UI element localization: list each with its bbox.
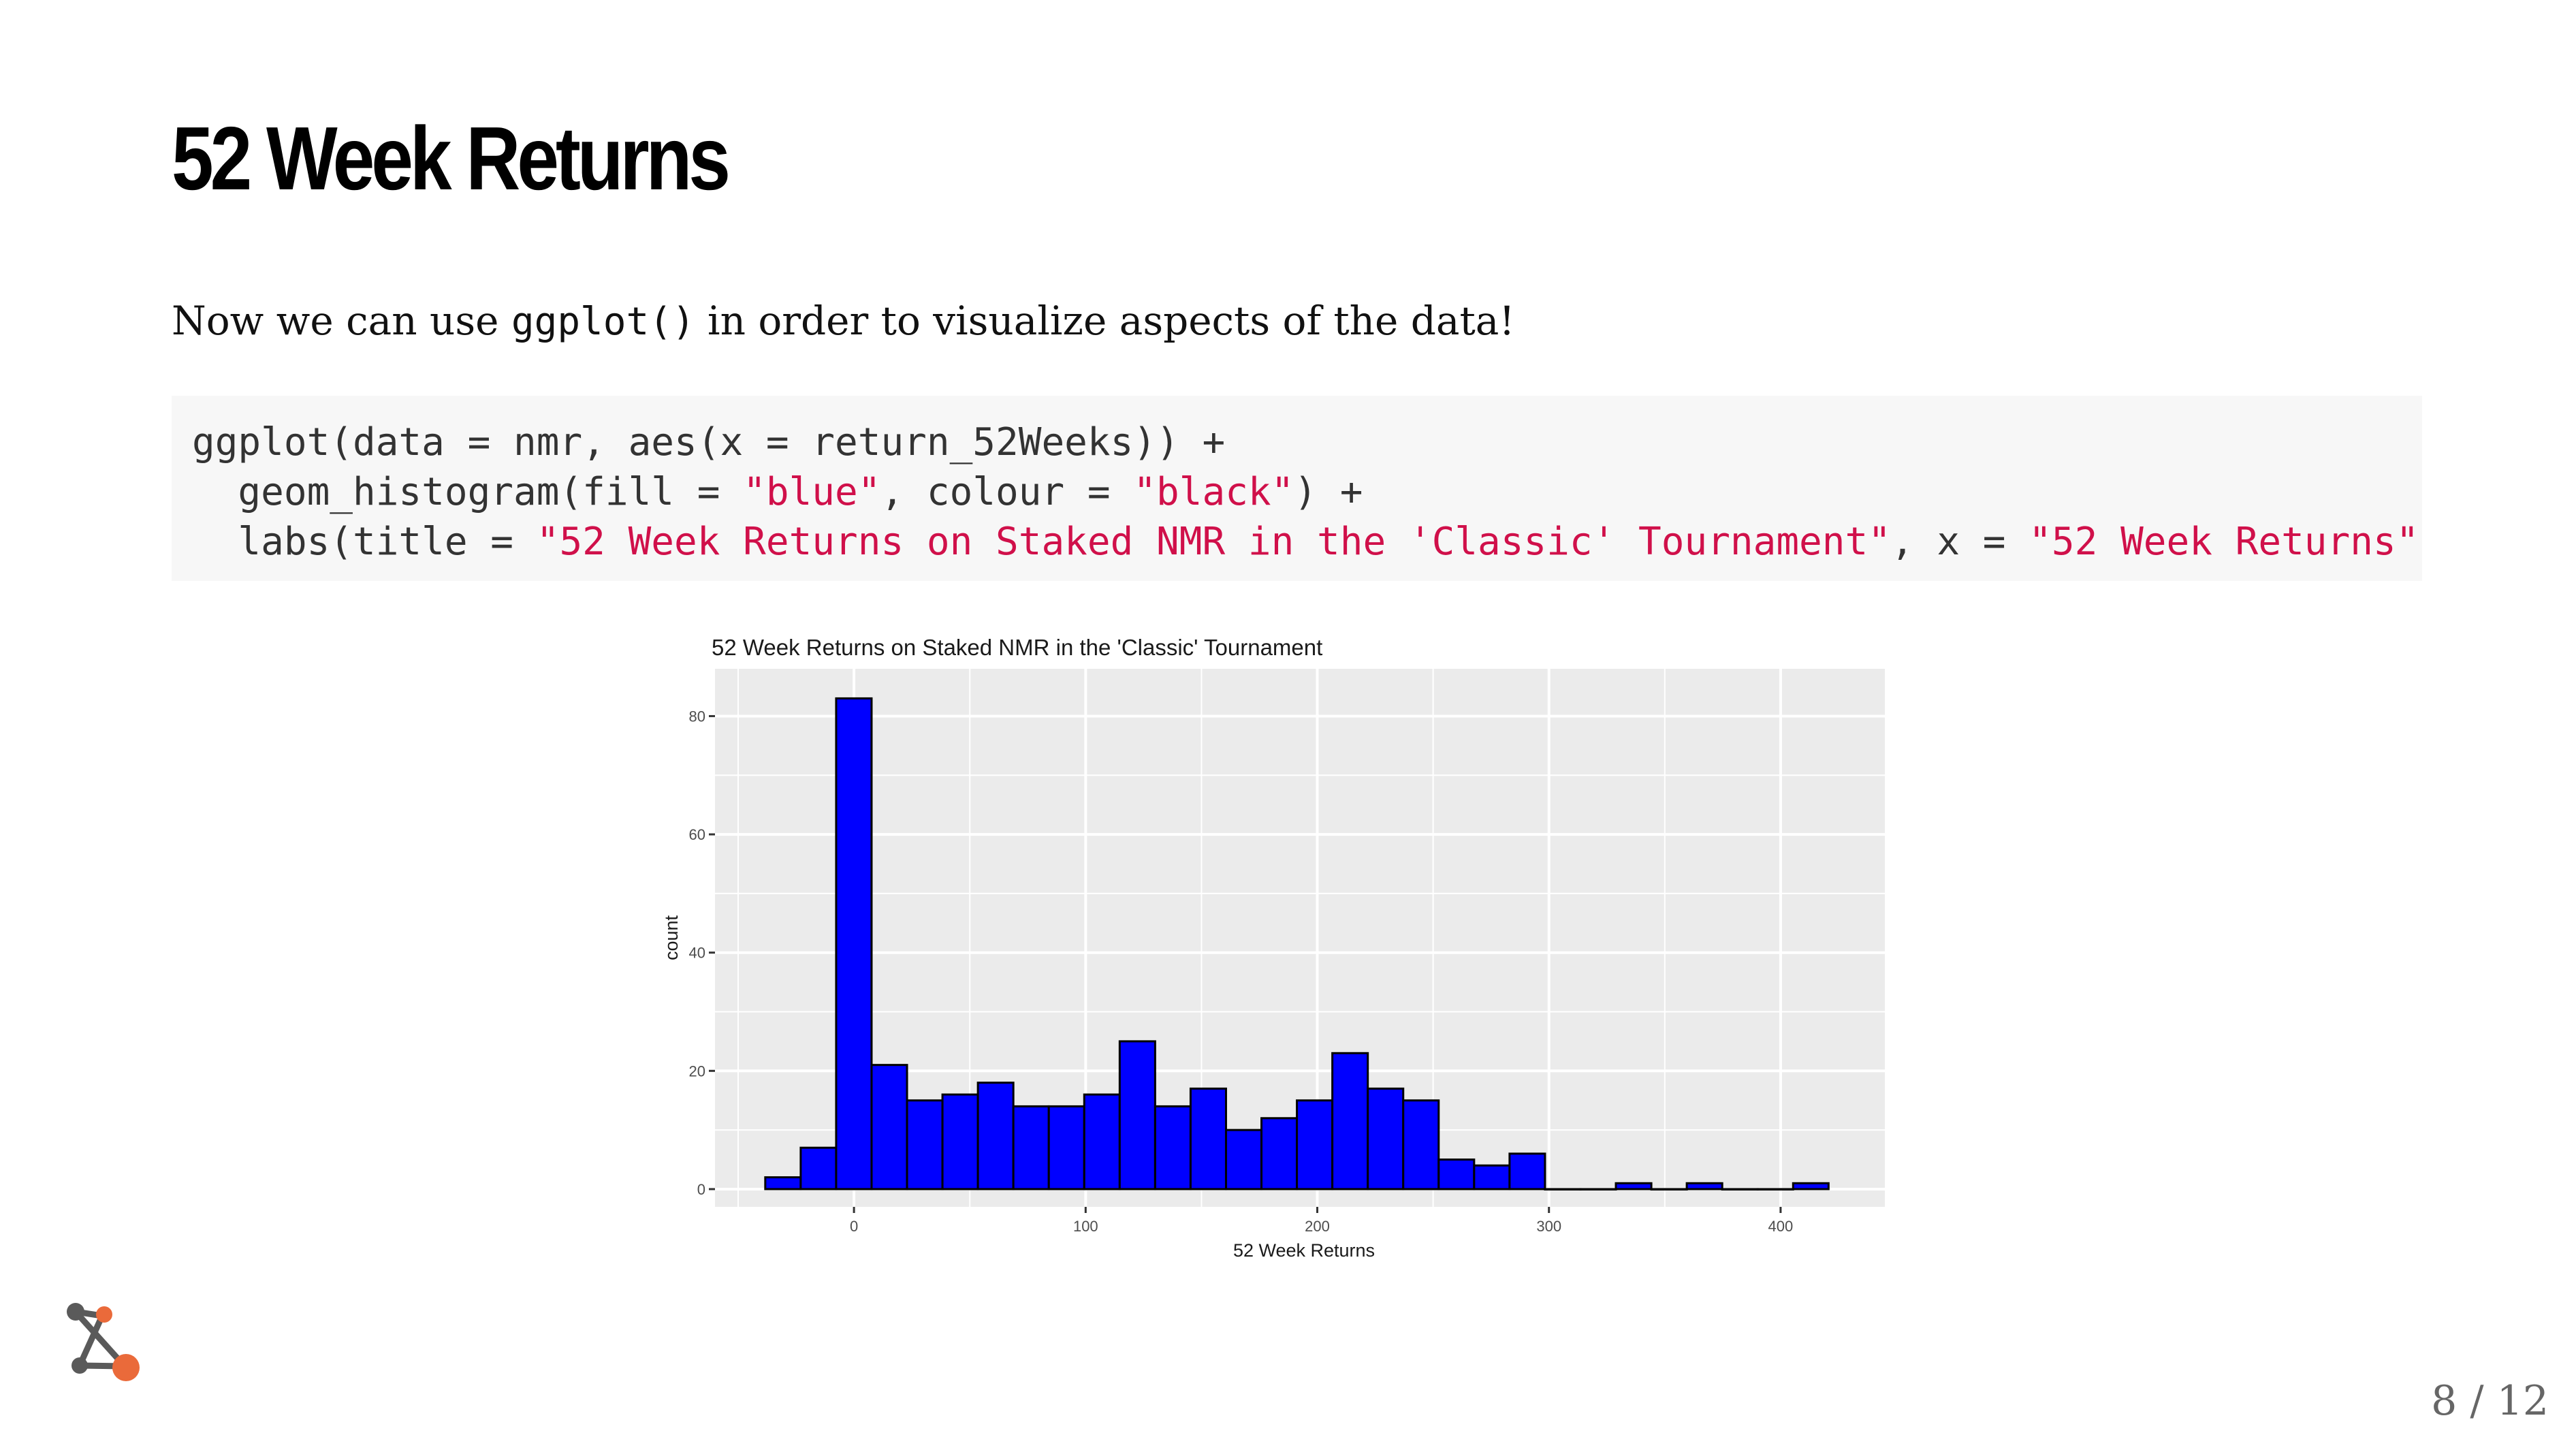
slide-title: 52 Week Returns bbox=[172, 108, 731, 208]
histogram-bar bbox=[1544, 1188, 1582, 1191]
x-tick-label: 400 bbox=[1768, 1218, 1794, 1235]
histogram-bar bbox=[799, 1146, 838, 1191]
page-number: 8 / 12 bbox=[2431, 1377, 2549, 1425]
histogram-bar bbox=[1367, 1087, 1405, 1191]
histogram-bar bbox=[1189, 1087, 1227, 1191]
code-line-2-part-c: ) + bbox=[1294, 470, 1363, 514]
histogram-bar bbox=[1437, 1159, 1476, 1191]
code-line-2-part-a: geom_histogram(fill = bbox=[192, 470, 744, 514]
axes: 0 20 40 60 80 0 100 200 300 400 bbox=[689, 708, 1794, 1235]
code-line-2-part-b: , colour = bbox=[880, 470, 1134, 514]
intro-after: in order to visualize aspects of the dat… bbox=[695, 298, 1515, 344]
histogram-bar bbox=[1792, 1182, 1830, 1191]
histogram-bar bbox=[1118, 1040, 1156, 1191]
x-tick-label: 300 bbox=[1536, 1218, 1561, 1235]
intro-code: ggplot() bbox=[511, 300, 695, 344]
intro-before: Now we can use bbox=[172, 298, 511, 344]
histogram-bar bbox=[870, 1064, 908, 1191]
histogram-bar bbox=[976, 1082, 1015, 1191]
code-line-3: labs(title = "52 Week Returns on Staked … bbox=[192, 517, 2422, 567]
histogram-bar bbox=[1012, 1105, 1050, 1191]
code-line-3-part-b: , x = bbox=[1890, 520, 2029, 564]
histogram-bar bbox=[906, 1099, 944, 1191]
code-string-title: "52 Week Returns on Staked NMR in the 'C… bbox=[536, 520, 1891, 564]
histogram-bar bbox=[1473, 1164, 1511, 1191]
y-tick-label: 60 bbox=[689, 826, 705, 843]
histogram-bars bbox=[764, 697, 1830, 1191]
x-tick-label: 0 bbox=[850, 1218, 858, 1235]
histogram-bar bbox=[764, 1176, 802, 1191]
x-tick-label: 100 bbox=[1073, 1218, 1098, 1235]
histogram-bar bbox=[1154, 1105, 1192, 1191]
chart-title: 52 Week Returns on Staked NMR in the 'Cl… bbox=[712, 635, 1322, 660]
x-axis-label: 52 Week Returns bbox=[1233, 1240, 1375, 1261]
histogram-bar bbox=[1224, 1129, 1263, 1191]
histogram-bar bbox=[1402, 1099, 1440, 1191]
histogram-bar bbox=[1650, 1188, 1688, 1191]
code-block: ggplot(data = nmr, aes(x = return_52Week… bbox=[172, 396, 2422, 581]
y-tick-label: 80 bbox=[689, 708, 705, 725]
y-tick-label: 20 bbox=[689, 1062, 705, 1079]
histogram-bar bbox=[941, 1093, 979, 1191]
x-tick-label: 200 bbox=[1305, 1218, 1330, 1235]
histogram-bar bbox=[1296, 1099, 1334, 1191]
code-line-2: geom_histogram(fill = "blue", colour = "… bbox=[192, 467, 2422, 517]
histogram-bar bbox=[1756, 1188, 1794, 1191]
histogram-chart: 52 Week Returns on Staked NMR in the 'Cl… bbox=[647, 620, 1941, 1267]
code-string-xlabel: "52 Week Returns" bbox=[2029, 520, 2419, 564]
histogram-bar bbox=[1331, 1052, 1369, 1191]
histogram-bar bbox=[1083, 1093, 1121, 1191]
histogram-bar bbox=[1685, 1182, 1723, 1191]
histogram-bar bbox=[1047, 1105, 1085, 1191]
intro-text: Now we can use ggplot() in order to visu… bbox=[172, 298, 1515, 345]
histogram-bar bbox=[1615, 1182, 1653, 1191]
histogram-bar bbox=[835, 697, 873, 1191]
histogram-bar bbox=[1508, 1152, 1546, 1191]
histogram-bar bbox=[1260, 1117, 1299, 1191]
code-string-blue: "blue" bbox=[743, 470, 881, 514]
code-line-1: ggplot(data = nmr, aes(x = return_52Week… bbox=[192, 417, 2422, 467]
histogram-svg: 52 Week Returns on Staked NMR in the 'Cl… bbox=[661, 635, 1885, 1261]
code-line-3-part-a: labs(title = bbox=[192, 520, 537, 564]
histogram-bar bbox=[1579, 1188, 1617, 1191]
y-tick-label: 0 bbox=[697, 1181, 705, 1198]
code-line-1-text: ggplot(data = nmr, aes(x = return_52Week… bbox=[192, 420, 1226, 464]
logo-icon bbox=[65, 1299, 143, 1385]
y-tick-label: 40 bbox=[689, 945, 705, 962]
histogram-bar bbox=[1721, 1188, 1759, 1191]
code-string-black: "black" bbox=[1133, 470, 1294, 514]
y-axis-label: count bbox=[661, 915, 682, 960]
